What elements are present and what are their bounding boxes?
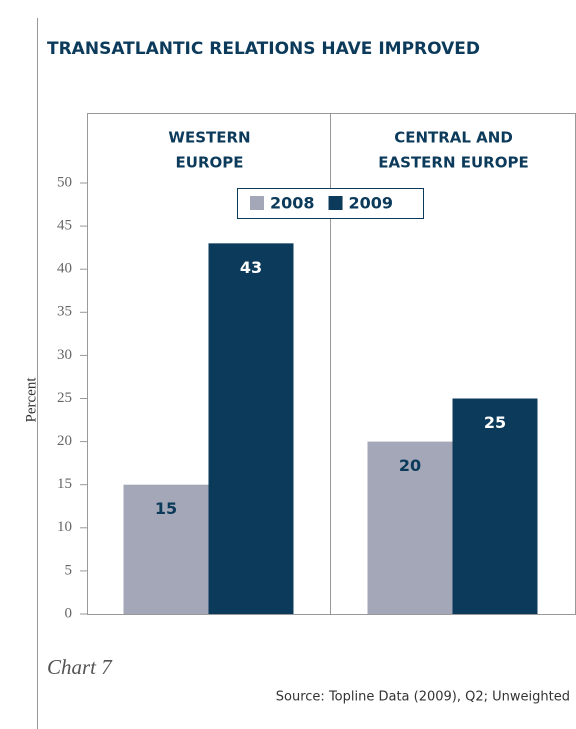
y-tick-label: 15 — [57, 476, 72, 492]
bar — [367, 441, 453, 614]
source: Source: Topline Data (2009), Q2; Unweigh… — [276, 690, 570, 705]
legend-swatch — [250, 196, 264, 210]
bar — [452, 398, 538, 614]
bar-value-label: 25 — [484, 413, 506, 432]
legend-swatch — [328, 196, 343, 210]
y-axis-label: Percent — [23, 377, 39, 423]
y-tick-label: 35 — [57, 304, 72, 320]
bar-value-label: 43 — [240, 258, 262, 277]
panel-header: CENTRAL AND — [394, 129, 513, 147]
y-tick-label: 40 — [57, 261, 72, 277]
annotation: Chart 7 — [47, 655, 113, 679]
chart-title: TRANSATLANTIC RELATIONS HAVE IMPROVED — [47, 39, 480, 59]
legend-label: 2008 — [270, 194, 315, 213]
bar — [208, 243, 294, 614]
y-tick-label: 10 — [57, 519, 72, 535]
bar — [123, 484, 209, 614]
y-tick-label: 0 — [65, 605, 73, 621]
panel-header: WESTERN — [168, 129, 250, 147]
bar-value-label: 15 — [155, 499, 177, 518]
y-tick-label: 45 — [57, 218, 72, 234]
panel-header: EUROPE — [176, 154, 244, 172]
panel-header: EASTERN EUROPE — [378, 154, 528, 172]
y-tick-label: 30 — [57, 347, 72, 363]
bar-value-label: 20 — [399, 456, 421, 475]
legend-label: 2009 — [349, 194, 394, 213]
y-tick-label: 20 — [57, 433, 72, 449]
y-tick-label: 5 — [65, 562, 73, 578]
y-tick-label: 25 — [57, 390, 72, 406]
y-tick-label: 50 — [57, 174, 72, 190]
